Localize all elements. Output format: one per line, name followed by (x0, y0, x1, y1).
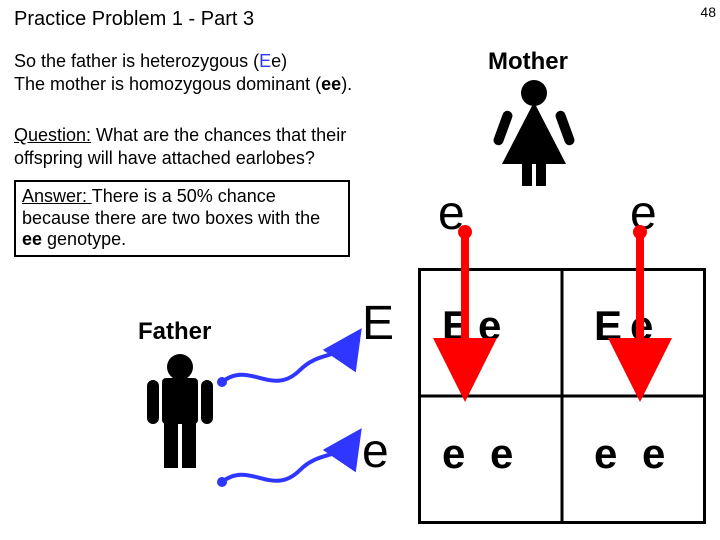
mother-label: Mother (488, 48, 568, 76)
intro-line1-suffix: ) (281, 51, 287, 71)
intro-E: E (259, 51, 271, 71)
question-block: Question: What are the chances that thei… (14, 124, 364, 169)
answer-text2: genotype. (42, 229, 126, 249)
page-number: 48 (700, 4, 716, 20)
intro-ee: ee (321, 74, 341, 94)
intro-line2-prefix: The mother is homozygous dominant ( (14, 74, 321, 94)
mother-allele-2: e (630, 186, 657, 241)
father-arrow-1 (222, 338, 355, 382)
intro-text: So the father is heterozygous (Ee) The m… (14, 50, 352, 95)
page-title: Practice Problem 1 - Part 3 (14, 8, 254, 31)
cell-0-b: e (478, 302, 501, 350)
cell-2-a: e (442, 430, 465, 478)
cell-1-a: E (594, 302, 622, 350)
cell-3-a: e (594, 430, 617, 478)
intro-e: e (271, 51, 281, 71)
answer-label: Answer: (22, 186, 92, 206)
answer-box: Answer: There is a 50% chance because th… (14, 180, 350, 257)
father-label: Father (138, 318, 211, 346)
mother-allele-1: e (438, 186, 465, 241)
cell-0-a: E (442, 302, 470, 350)
father-figure-icon (145, 354, 215, 474)
question-label: Question: (14, 125, 91, 145)
father-arrow-2 (222, 438, 355, 482)
father-allele-1: E (362, 296, 394, 351)
answer-genotype: ee (22, 229, 42, 249)
cell-3-b: e (642, 430, 665, 478)
cell-2-b: e (490, 430, 513, 478)
intro-line2-suffix: ). (341, 74, 352, 94)
mother-figure-icon (502, 80, 566, 190)
intro-line1-prefix: So the father is heterozygous ( (14, 51, 259, 71)
cell-1-b: e (630, 302, 653, 350)
father-allele-2: e (362, 424, 389, 479)
